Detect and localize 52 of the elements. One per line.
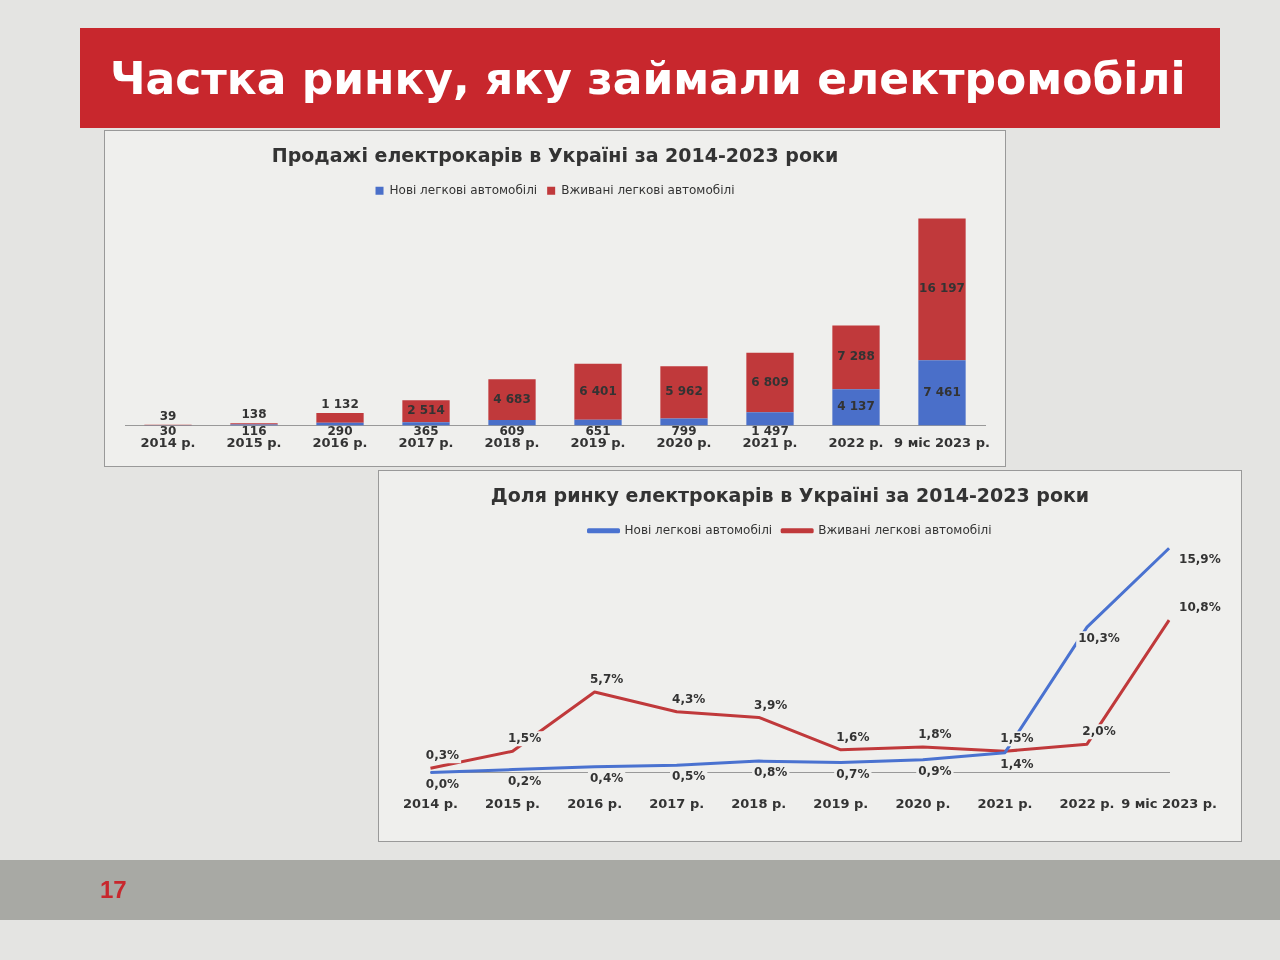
data-label: 0,0%: [425, 776, 460, 791]
text: Частка ринку, яку займали електромобілі: [80, 28, 1220, 128]
text: 17: [100, 876, 127, 904]
data-label: 16 197: [919, 281, 965, 296]
x-tick-label: 2022 р.: [828, 434, 884, 450]
data-label: 7 461: [923, 384, 961, 399]
data-label: 6 401: [579, 383, 617, 398]
x-tick-label: 9 міс 2023 р.: [1121, 795, 1217, 811]
data-label: 138: [241, 407, 267, 422]
data-label: 0,4%: [589, 770, 624, 785]
data-label: 1,5%: [507, 731, 542, 746]
chart-title: Продажі електрокарів в Україні за 2014-2023 роки: [271, 144, 839, 167]
data-label: 0,5%: [672, 769, 706, 784]
data-label: 4,3%: [672, 691, 706, 706]
legend-label: Нові легкові автомобілі: [389, 182, 538, 197]
data-label: 5,7%: [589, 672, 624, 687]
data-label: 4 137: [837, 399, 875, 414]
data-label: 6 809: [751, 374, 789, 389]
x-tick-label: 2014 р.: [403, 795, 458, 811]
x-tick-label: 2016 р.: [567, 795, 623, 811]
x-tick-label: 2019 р.: [813, 795, 869, 811]
data-label: 1,5%: [1000, 731, 1034, 746]
x-tick-label: 2015 р.: [485, 795, 541, 811]
data-label: 7 288: [837, 349, 875, 364]
x-tick-label: 2022 р.: [1059, 795, 1115, 811]
legend-label: Нові легкові автомобілі: [624, 522, 773, 537]
data-label: 10,3%: [1078, 631, 1120, 646]
data-label: 39: [159, 408, 177, 423]
data-label: 1,4%: [1000, 756, 1034, 771]
data-label: 4 683: [493, 391, 531, 406]
data-label: 1,6%: [836, 729, 870, 744]
data-label: 3,9%: [754, 697, 788, 712]
data-label: 1 132: [321, 397, 359, 412]
x-tick-label: 2021 р.: [977, 795, 1033, 811]
data-label: 0,9%: [918, 763, 952, 778]
data-label: 0,7%: [836, 766, 870, 781]
data-label: 5 962: [665, 384, 703, 399]
data-label: 15,9%: [1179, 552, 1221, 567]
legend-label: Вживані легкові автомобілі: [561, 182, 735, 197]
data-label: 2 514: [407, 403, 445, 418]
data-label: 0,3%: [425, 748, 460, 763]
legend-label: Вживані легкові автомобілі: [818, 522, 992, 537]
x-tick-label: 2018 р.: [731, 795, 787, 811]
x-tick-label: 2020 р.: [895, 795, 951, 811]
x-tick-label: 9 міс 2023 р.: [894, 434, 990, 450]
data-label: 0,2%: [507, 773, 542, 788]
data-label: 1,8%: [918, 727, 952, 742]
data-label: 2,0%: [1082, 724, 1116, 739]
chart-title: Доля ринку електрокарів в Україні за 2014-2023 роки: [490, 484, 1090, 507]
data-label: 0,8%: [754, 765, 788, 780]
data-label: 10,8%: [1179, 600, 1221, 615]
x-tick-label: 2017 р.: [649, 795, 705, 811]
